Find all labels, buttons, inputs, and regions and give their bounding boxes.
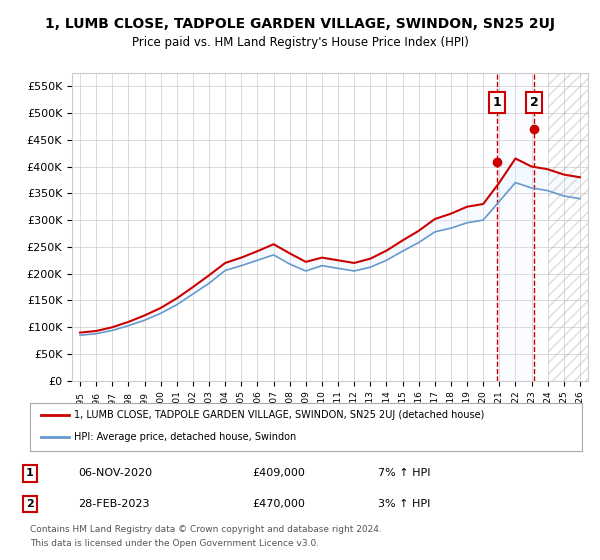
Text: Price paid vs. HM Land Registry's House Price Index (HPI): Price paid vs. HM Land Registry's House …: [131, 36, 469, 49]
Text: 3% ↑ HPI: 3% ↑ HPI: [378, 499, 430, 509]
Text: £470,000: £470,000: [252, 499, 305, 509]
Text: Contains HM Land Registry data © Crown copyright and database right 2024.: Contains HM Land Registry data © Crown c…: [30, 525, 382, 534]
Text: 28-FEB-2023: 28-FEB-2023: [78, 499, 149, 509]
Bar: [548, 59, 596, 381]
Text: 06-NOV-2020: 06-NOV-2020: [78, 468, 152, 478]
Text: This data is licensed under the Open Government Licence v3.0.: This data is licensed under the Open Gov…: [30, 539, 319, 548]
Text: £409,000: £409,000: [252, 468, 305, 478]
Text: 1, LUMB CLOSE, TADPOLE GARDEN VILLAGE, SWINDON, SN25 2UJ: 1, LUMB CLOSE, TADPOLE GARDEN VILLAGE, S…: [45, 17, 555, 31]
Bar: [497, 73, 534, 381]
Text: HPI: Average price, detached house, Swindon: HPI: Average price, detached house, Swin…: [74, 432, 296, 442]
Text: 2: 2: [530, 96, 538, 109]
Text: 7% ↑ HPI: 7% ↑ HPI: [378, 468, 431, 478]
Text: 2: 2: [26, 499, 34, 509]
Bar: [548, 73, 596, 381]
Text: 1, LUMB CLOSE, TADPOLE GARDEN VILLAGE, SWINDON, SN25 2UJ (detached house): 1, LUMB CLOSE, TADPOLE GARDEN VILLAGE, S…: [74, 410, 485, 420]
Text: 1: 1: [26, 468, 34, 478]
Text: 1: 1: [493, 96, 501, 109]
